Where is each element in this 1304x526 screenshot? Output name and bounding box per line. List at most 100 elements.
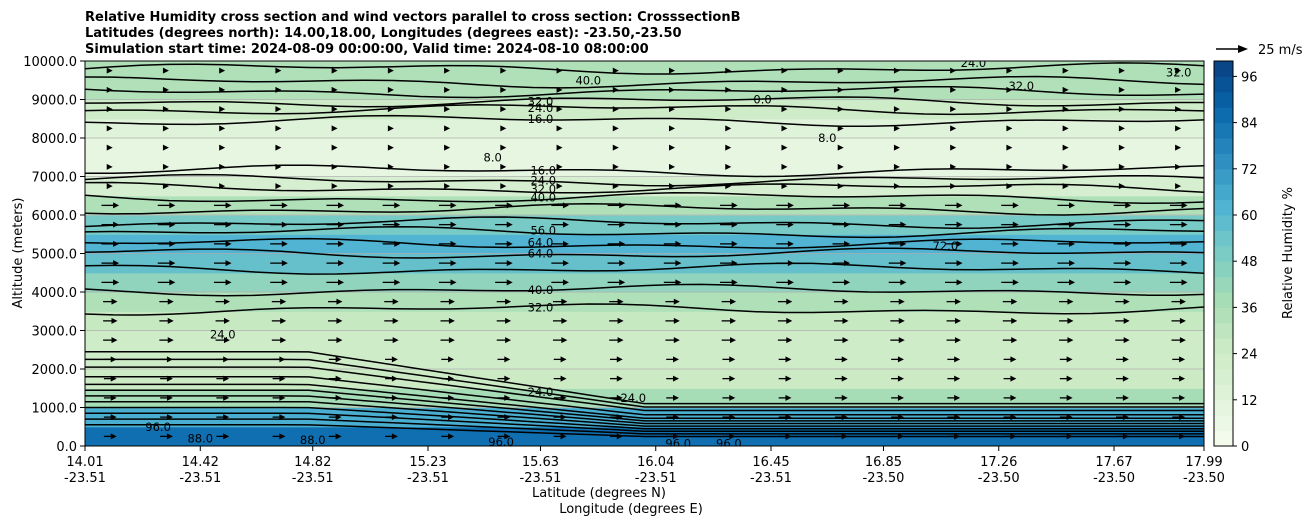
- wind-vector-head: [673, 317, 680, 324]
- wind-vector-head: [113, 260, 120, 267]
- wind-vector-head: [166, 375, 173, 382]
- wind-vector: [331, 163, 338, 170]
- wind-vector: [103, 375, 117, 382]
- wind-vector: [106, 183, 113, 190]
- contour-line: [85, 358, 1204, 408]
- wind-vector: [1175, 163, 1182, 170]
- quiver-key: 25 m/s: [1216, 43, 1303, 58]
- wind-vector: [1172, 414, 1186, 421]
- wind-vector-head: [562, 202, 569, 209]
- wind-vector: [777, 337, 793, 344]
- wind-vector-head: [450, 221, 457, 228]
- wind-vector: [781, 106, 788, 113]
- wind-vector: [1118, 106, 1125, 113]
- wind-vector: [213, 202, 232, 209]
- wind-vector: [778, 433, 792, 440]
- wind-vector: [1057, 279, 1076, 286]
- wind-vector-head: [111, 337, 118, 344]
- colorbar-tick-label: 60: [1241, 209, 1258, 224]
- wind-vector: [160, 356, 173, 363]
- contour-line: [85, 237, 1204, 249]
- wind-vector: [213, 221, 232, 228]
- wind-vector: [103, 394, 117, 401]
- wind-vector: [444, 183, 451, 190]
- wind-vector: [1057, 240, 1076, 247]
- wind-vector: [275, 67, 282, 74]
- wind-vector-head: [725, 163, 732, 170]
- wind-vector: [1175, 86, 1182, 93]
- wind-vector: [837, 106, 844, 113]
- wind-vector-head: [219, 106, 226, 113]
- wind-vector-head: [781, 183, 788, 190]
- wind-vector: [272, 394, 286, 401]
- wind-vector-head: [781, 67, 788, 74]
- wind-vector: [219, 125, 226, 132]
- wind-vector-head: [338, 260, 345, 267]
- x-tick-label-lat: 14.01: [66, 455, 103, 470]
- contour-label: 32.0: [530, 182, 556, 196]
- wind-vector-head: [500, 106, 507, 113]
- wind-vector-head: [279, 414, 286, 421]
- wind-vector-head: [444, 183, 451, 190]
- wind-vector: [1062, 163, 1069, 170]
- x-tick-label-lat: 16.45: [752, 455, 789, 470]
- contour-label: 96.0: [716, 437, 742, 451]
- colorbar-band: [1214, 353, 1233, 370]
- wind-vector-head: [448, 298, 455, 305]
- contour-line: [85, 389, 1204, 422]
- wind-vector-head: [729, 375, 736, 382]
- wind-vector: [270, 202, 288, 209]
- wind-vector-head: [786, 337, 793, 344]
- wind-vector: [725, 86, 732, 93]
- wind-vector-head: [612, 125, 619, 132]
- wind-vector: [553, 414, 567, 421]
- wind-vector-head: [956, 279, 963, 286]
- wind-vector: [893, 106, 900, 113]
- wind-vector: [271, 317, 287, 324]
- wind-vector: [781, 144, 788, 151]
- wind-vector-head: [223, 375, 230, 382]
- wind-vector: [326, 221, 345, 228]
- wind-vector: [888, 279, 907, 286]
- wind-vector: [106, 106, 113, 113]
- wind-vector: [609, 433, 623, 440]
- wind-vector: [1175, 183, 1182, 190]
- contour-label: 96.0: [488, 435, 514, 449]
- x-tick-label-lon: -23.50: [978, 471, 1020, 486]
- contour-line: [85, 418, 1204, 435]
- wind-vector: [160, 375, 173, 382]
- wind-vector-head: [841, 433, 848, 440]
- wind-vector-head: [223, 317, 230, 324]
- wind-vector: [328, 337, 343, 344]
- wind-vector-head: [1118, 106, 1125, 113]
- wind-vector: [1115, 298, 1130, 305]
- contour-line: [85, 164, 1204, 178]
- x-tick-label-lat: 15.63: [522, 455, 559, 470]
- x-tick-label-lon: -23.51: [520, 471, 562, 486]
- wind-vector: [834, 375, 848, 382]
- wind-vector-head: [281, 240, 288, 247]
- wind-vector: [556, 163, 563, 170]
- wind-vector-head: [1181, 202, 1188, 209]
- wind-vector: [157, 260, 176, 267]
- wind-vector-head: [335, 394, 342, 401]
- wind-vector: [778, 414, 792, 421]
- wind-vector: [891, 433, 904, 440]
- wind-vector: [385, 394, 398, 401]
- wind-vector: [888, 202, 907, 209]
- wind-vector: [385, 433, 398, 440]
- wind-vector-head: [785, 394, 792, 401]
- wind-vector: [552, 317, 568, 324]
- wind-vector-head: [1066, 394, 1073, 401]
- wind-vector-head: [560, 394, 567, 401]
- wind-vector-head: [556, 67, 563, 74]
- wind-vector: [1057, 202, 1076, 209]
- wind-vector: [612, 106, 619, 113]
- wind-vector-head: [844, 260, 851, 267]
- wind-vector: [837, 125, 844, 132]
- wind-vector: [1118, 86, 1125, 93]
- wind-vector-head: [675, 279, 682, 286]
- wind-vector: [270, 279, 288, 286]
- wind-vector-head: [725, 125, 732, 132]
- wind-vector-head: [562, 240, 569, 247]
